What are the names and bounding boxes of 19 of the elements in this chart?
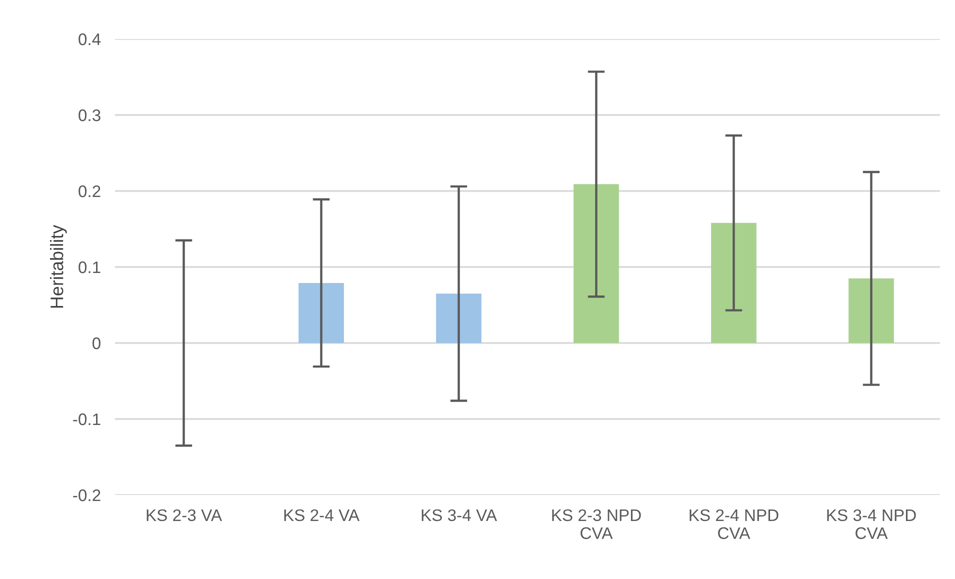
y-tick-label: 0.2 bbox=[78, 185, 100, 198]
y-axis-title: Heritability bbox=[50, 224, 67, 308]
y-tick-label: 0.4 bbox=[78, 33, 101, 46]
x-tick-label: KS 3-4 VA bbox=[422, 509, 498, 522]
y-tick-label: 0.1 bbox=[78, 261, 100, 274]
bar bbox=[436, 294, 482, 343]
y-tick-label: -0.2 bbox=[73, 489, 100, 502]
bar bbox=[574, 184, 619, 343]
x-tick-label: KS 3-4 NPD CVA bbox=[827, 509, 916, 540]
bar bbox=[298, 282, 344, 343]
y-tick-label: 0.3 bbox=[78, 109, 100, 122]
bar bbox=[711, 222, 756, 343]
x-tick-label: KS 2-4 VA bbox=[284, 509, 360, 522]
x-tick-label: KS 2-3 NPD CVA bbox=[552, 509, 641, 540]
y-tick-label: -0.1 bbox=[73, 413, 100, 426]
y-tick-label: 0 bbox=[92, 337, 100, 350]
x-tick-label: KS 2-3 VA bbox=[146, 509, 222, 522]
x-tick-label: KS 2-4 NPD CVA bbox=[690, 509, 778, 540]
bar bbox=[848, 278, 894, 343]
